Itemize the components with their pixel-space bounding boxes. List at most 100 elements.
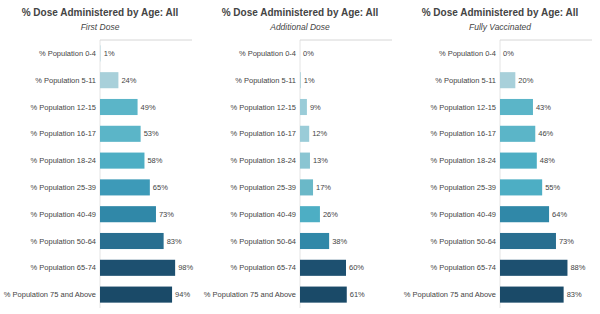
title: % Dose Administered by Age: All <box>22 7 179 18</box>
bar <box>300 99 307 115</box>
bar <box>300 126 309 142</box>
data-label: 98% <box>178 263 193 272</box>
bar <box>100 179 150 195</box>
chart: % Dose Administered by Age: All First Dos… <box>0 0 600 314</box>
tick-label: % Population 16-17 <box>231 129 296 138</box>
bar <box>100 99 138 115</box>
tick-label: % Population 50-64 <box>431 237 496 246</box>
bar <box>500 179 542 195</box>
data-label: 88% <box>570 263 585 272</box>
tick-label: % Population 0-4 <box>39 49 96 58</box>
tick-label: % Population 25-39 <box>31 183 96 192</box>
title: % Dose Administered by Age: All <box>422 7 579 18</box>
tick-label: % Population 5-11 <box>35 76 96 85</box>
panel: % Dose Administered by Age: All Additiona… <box>204 7 392 308</box>
data-label: 13% <box>313 156 328 165</box>
bar <box>300 153 310 169</box>
tick-label: % Population 65-74 <box>31 263 96 272</box>
data-label: 0% <box>503 49 514 58</box>
tick-label: % Population 40-49 <box>231 210 296 219</box>
data-label: 48% <box>540 156 555 165</box>
bars <box>300 72 347 302</box>
bar <box>100 72 118 88</box>
data-label: 64% <box>552 210 567 219</box>
data-label: 43% <box>536 103 551 112</box>
tick-label: % Population 25-39 <box>431 183 496 192</box>
data-label: 24% <box>121 76 136 85</box>
bar <box>100 126 141 142</box>
data-label: 58% <box>147 156 162 165</box>
bar <box>500 233 556 249</box>
data-label: 53% <box>144 129 159 138</box>
bar <box>500 45 501 61</box>
tick-label: % Population 5-11 <box>435 76 496 85</box>
tick-label: % Population 75 and Above <box>204 290 296 299</box>
data-label: 73% <box>159 210 174 219</box>
axis-line <box>500 40 592 41</box>
data-label: 26% <box>323 210 338 219</box>
bar <box>500 72 515 88</box>
data-label: 0% <box>303 49 314 58</box>
tick-label: % Population 16-17 <box>431 129 496 138</box>
tick-label: % Population 40-49 <box>31 210 96 219</box>
tick-label: % Population 16-17 <box>31 129 96 138</box>
tick-label: % Population 12-15 <box>431 103 496 112</box>
bar <box>500 99 533 115</box>
data-label: 83% <box>567 290 582 299</box>
bar <box>300 72 301 88</box>
tick-label: % Population 12-15 <box>231 103 296 112</box>
data-label: 49% <box>141 103 156 112</box>
data-label: 55% <box>545 183 560 192</box>
axis-line <box>100 40 192 41</box>
title: % Dose Administered by Age: All <box>222 7 379 18</box>
subtitle: First Dose <box>81 22 120 32</box>
bar <box>100 45 101 61</box>
data-label: 61% <box>350 290 365 299</box>
tick-label: % Population 18-24 <box>231 156 296 165</box>
bar <box>300 260 346 276</box>
tick-label: % Population 18-24 <box>31 156 96 165</box>
data-label: 20% <box>518 76 533 85</box>
bar <box>300 45 301 61</box>
bar <box>100 206 156 222</box>
data-label: 65% <box>153 183 168 192</box>
tick-label: % Population 50-64 <box>31 237 96 246</box>
bar <box>500 153 537 169</box>
tick-label: % Population 65-74 <box>231 263 296 272</box>
bar <box>500 287 564 303</box>
data-label: 17% <box>316 183 331 192</box>
data-label: 60% <box>349 263 364 272</box>
bar <box>500 206 549 222</box>
tick-label: % Population 75 and Above <box>4 290 96 299</box>
bars <box>100 45 175 302</box>
tick-label: % Population 75 and Above <box>404 290 496 299</box>
bar <box>100 153 144 169</box>
bars <box>500 72 567 302</box>
panel: % Dose Administered by Age: All Fully Vac… <box>404 7 592 308</box>
tick-label: % Population 40-49 <box>431 210 496 219</box>
bar <box>300 206 320 222</box>
data-label: 94% <box>175 290 190 299</box>
tick-label: % Population 18-24 <box>431 156 496 165</box>
subtitle: Fully Vaccinated <box>469 22 531 32</box>
bar <box>100 260 175 276</box>
tick-label: % Population 5-11 <box>235 76 296 85</box>
data-label: 12% <box>312 129 327 138</box>
tick-label: % Population 65-74 <box>431 263 496 272</box>
bar <box>300 287 347 303</box>
tick-label: % Population 50-64 <box>231 237 296 246</box>
data-label: 38% <box>332 237 347 246</box>
bar <box>500 260 567 276</box>
subtitle: Additional Dose <box>269 22 330 32</box>
tick-label: % Population 0-4 <box>239 49 296 58</box>
data-label: 1% <box>304 76 315 85</box>
data-label: 9% <box>310 103 321 112</box>
data-label: 1% <box>104 49 115 58</box>
axis-line <box>300 40 392 41</box>
panel: % Dose Administered by Age: All First Dos… <box>4 7 194 308</box>
tick-label: % Population 25-39 <box>231 183 296 192</box>
bar <box>500 126 535 142</box>
tick-label: % Population 0-4 <box>439 49 496 58</box>
data-label: 83% <box>167 237 182 246</box>
bar <box>100 287 172 303</box>
